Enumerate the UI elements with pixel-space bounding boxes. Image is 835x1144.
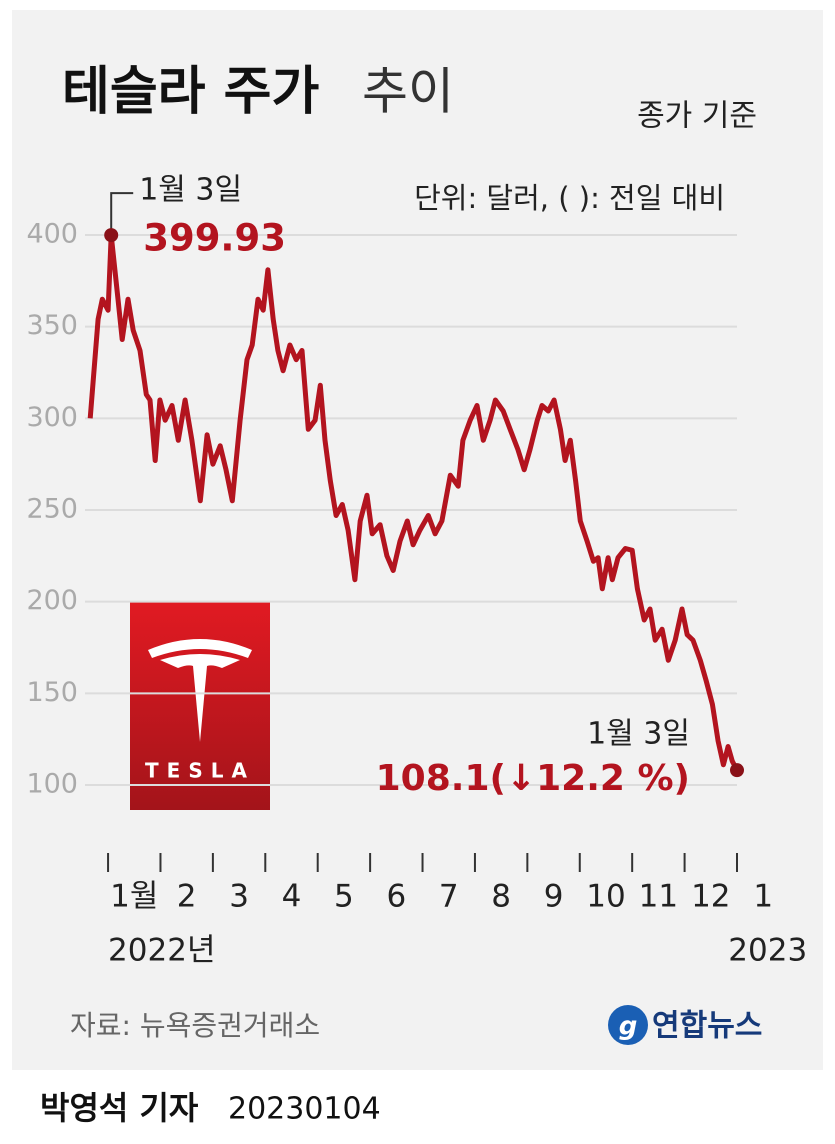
x-tick-label: 8: [491, 879, 511, 915]
y-tick-label: 400: [26, 219, 78, 250]
logo-t: [160, 654, 240, 742]
x-tick-label: 5: [334, 879, 354, 915]
agency-icon: [608, 1005, 648, 1045]
annotation-date: 1월 3일: [587, 717, 690, 752]
price-line: [87, 232, 740, 772]
x-tick-label: 4: [282, 879, 302, 915]
last-dot: [730, 763, 744, 778]
subtitle: 종가 기준: [637, 99, 757, 134]
year-label: 2022년: [108, 933, 215, 969]
y-tick-label: 200: [26, 585, 78, 616]
logo-text: TESLA: [145, 759, 255, 783]
x-tick-label: 1: [753, 879, 773, 915]
byline: 박영석 기자: [40, 1089, 199, 1127]
y-tick-label: 250: [26, 494, 78, 525]
leader-line: [110, 192, 134, 236]
logo-arc: [148, 639, 252, 658]
source: 자료: 뉴욕증권거래소: [70, 1009, 320, 1042]
x-tick-label: 6: [386, 879, 406, 915]
date: 20230104: [228, 1092, 381, 1127]
peak-dot: [104, 228, 119, 243]
annotation-label: 399.93: [143, 217, 286, 260]
x-tick-label: 3: [229, 879, 249, 915]
y-tick-label: 100: [26, 769, 78, 800]
annotation-date: 1월 3일: [139, 173, 242, 208]
x-tick-label: 2: [177, 879, 197, 915]
x-tick-label: 11: [639, 879, 678, 915]
x-tick-label: 7: [439, 879, 459, 915]
chart-title: 테슬라 주가: [62, 62, 319, 122]
y-tick-label: 350: [26, 310, 78, 341]
chart-title-suffix: 추이: [362, 63, 454, 121]
y-tick-label: 300: [26, 402, 78, 433]
annotation-label: 108.1(↓12.2 %): [376, 758, 690, 799]
x-tick-label: 1월: [110, 879, 158, 915]
y-tick-label: 150: [26, 677, 78, 708]
tesla-logo: TESLA: [130, 602, 270, 810]
year-label: 2023: [728, 933, 807, 969]
x-tick-label: 12: [691, 879, 730, 915]
x-tick-label: 10: [586, 879, 625, 915]
unit-note: 단위: 달러, ( ): 전일 대비: [414, 181, 725, 215]
agency-icon-mark: g: [619, 1012, 638, 1042]
agency: 연합뉴스: [652, 1009, 762, 1044]
x-tick-label: 9: [544, 879, 564, 915]
